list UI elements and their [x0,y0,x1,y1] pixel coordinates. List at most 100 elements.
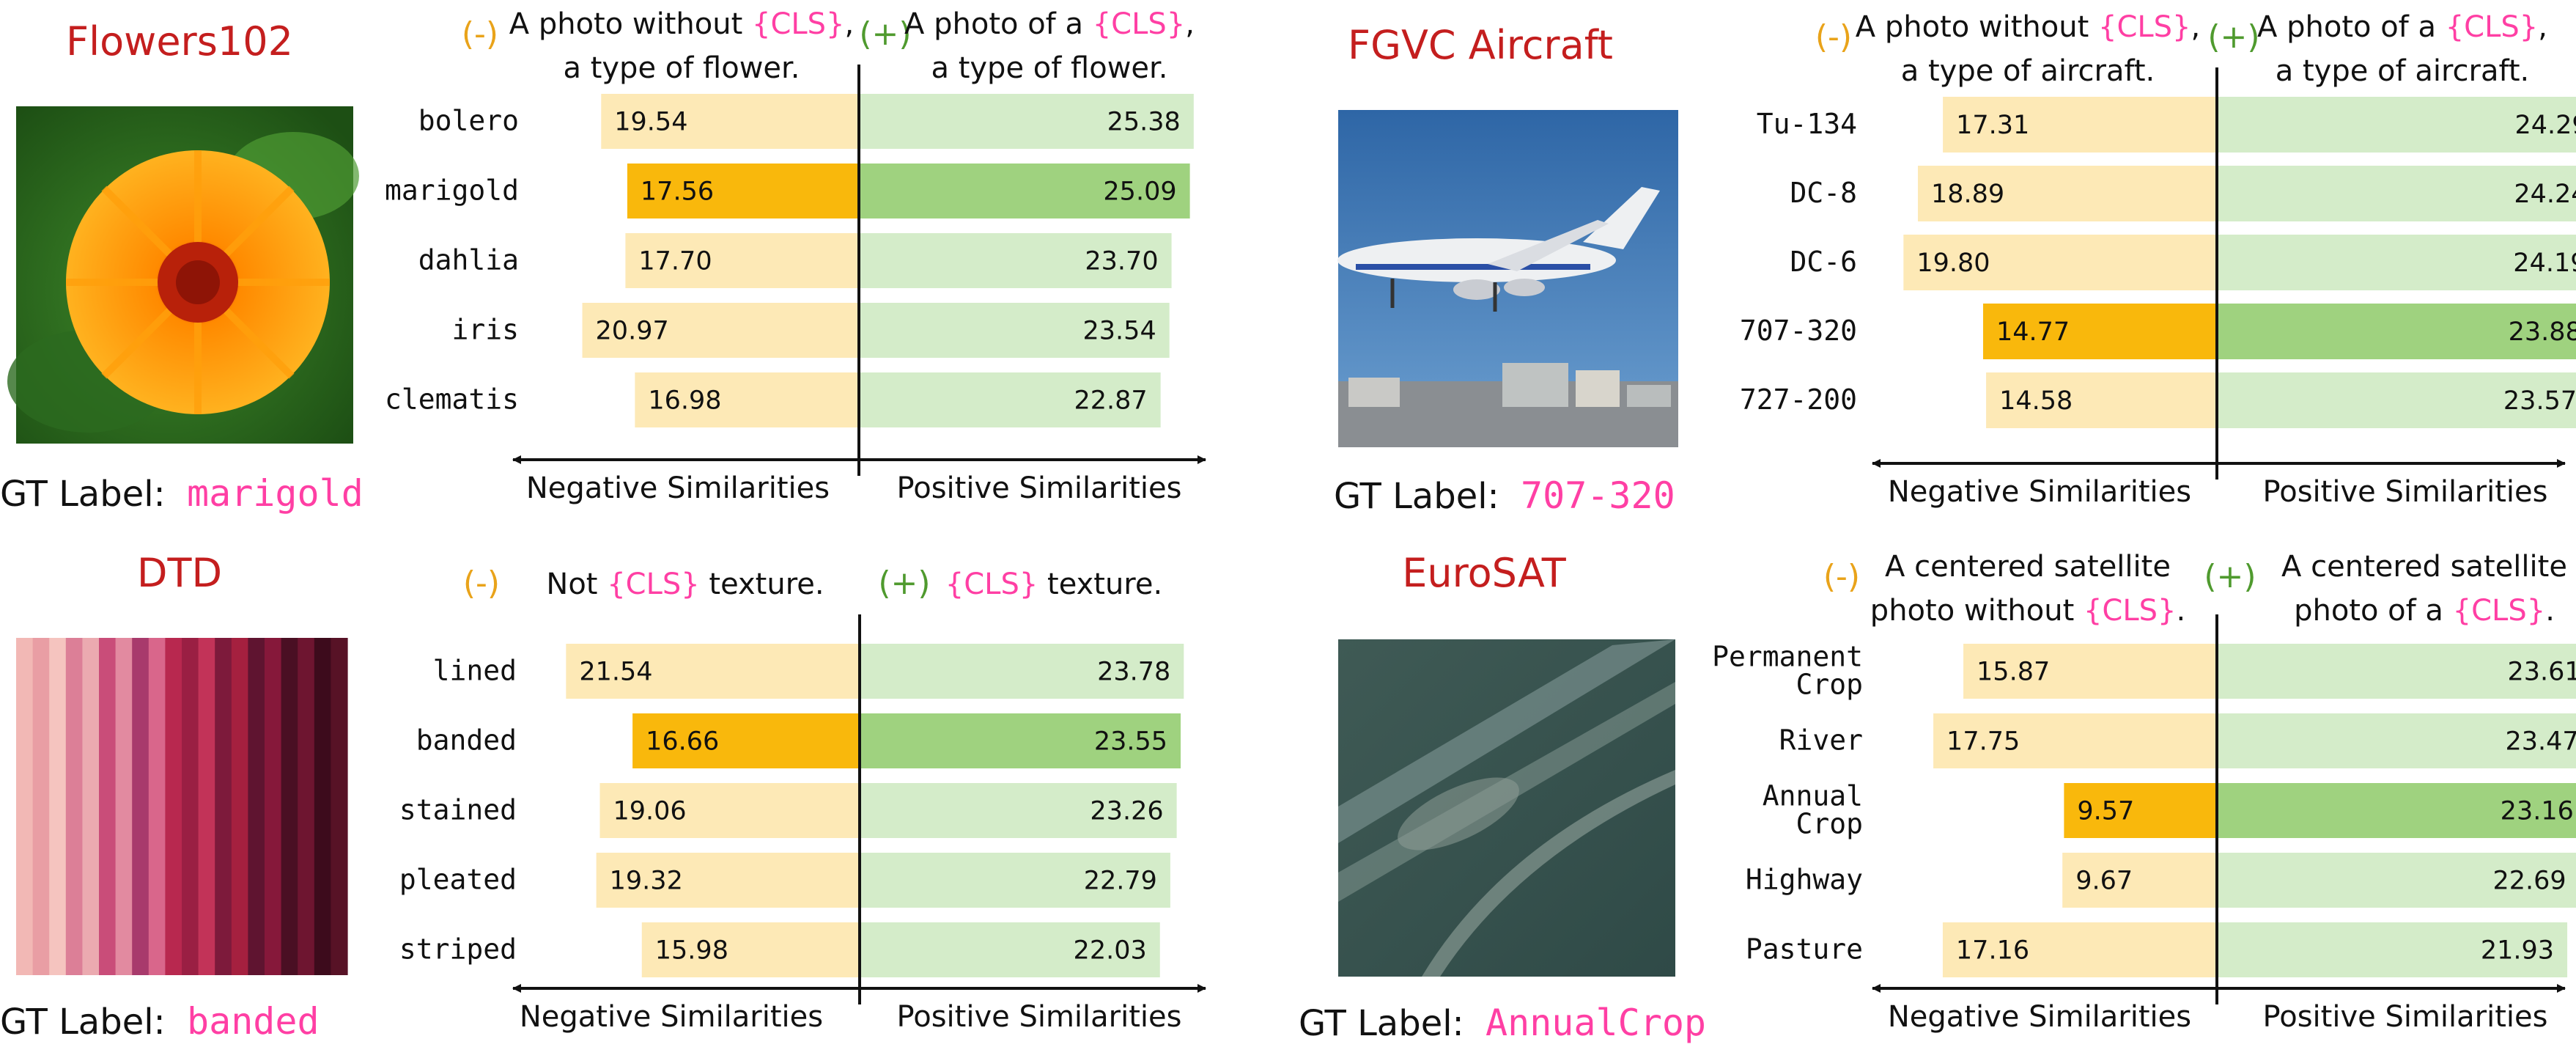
category-label: DC-8 [1790,177,1857,209]
category-label: bolero [418,105,519,137]
negative-bar [582,303,859,358]
positive-value-label: 23.47 [2505,727,2576,757]
prompt-line: A centered satellite [1885,550,2171,584]
positive-bar [2217,97,2576,153]
negative-value-label: 16.66 [646,727,719,757]
category-label-line: DC-6 [1790,246,1857,278]
cls-placeholder: {CLS} [2446,10,2539,44]
positive-sign: (+) [878,565,930,602]
cls-placeholder: {CLS} [607,567,700,601]
prompt-text: A photo without [509,7,752,41]
cls-placeholder: {CLS} [752,7,845,41]
prompt-line: a type of flower. [563,51,800,85]
texture-stripe [16,638,34,975]
prompt-text: photo of a [2294,594,2453,628]
gt-label: GT Label: AnnualCrop [1299,1002,1706,1044]
negative-value-label: 17.75 [1946,727,2020,757]
dataset-title: EuroSAT [1402,550,1566,596]
category-label-line: Crop [1796,808,1863,840]
category-label-line: striped [399,933,517,966]
positive-value-label: 23.26 [1090,797,1163,826]
negative-value-label: 14.58 [1999,386,2073,416]
category-label-line: Annual [1763,780,1863,812]
gt-label-value: AnnualCrop [1486,1002,1706,1044]
category-label-line: lined [433,655,517,687]
negative-value-label: 19.32 [610,867,683,896]
positive-value-label: 23.55 [1094,727,1167,757]
positive-bar [860,644,1184,699]
negative-value-label: 19.80 [1916,249,1990,278]
prompt-line: photo of a {CLS}. [2294,594,2555,628]
prompt-text: A centered satellite [2281,550,2567,584]
category-label-line: pleated [399,864,517,896]
gt-label-value: banded [187,1000,320,1043]
prompt-text: a type of aircraft. [1901,54,2155,88]
category-label-line: Pasture [1746,933,1863,966]
positive-sign: (+) [2207,18,2259,56]
positive-value-label: 23.54 [1083,317,1156,346]
negative-value-label: 17.31 [1956,111,2029,140]
positive-bar [2217,644,2576,699]
negative-bar [635,372,859,427]
category-label: lined [433,655,517,687]
texture-stripe [198,638,215,975]
negative-sign: (-) [1815,18,1852,56]
texture-stripe [231,638,248,975]
negative-bar [1942,922,2217,977]
positive-value-label: 25.38 [1107,108,1181,137]
negative-value-label: 19.54 [614,108,687,137]
positive-bar [2217,922,2568,977]
negative-value-label: 16.98 [648,386,721,416]
prompt-text: . [2176,594,2185,628]
prompt-line: A photo without {CLS}, [509,7,854,41]
negative-bar [625,233,859,288]
negative-bar [1903,235,2217,290]
texture-stripe [148,638,166,975]
category-label: dahlia [418,244,519,276]
negative-value-label: 15.87 [1977,658,2050,687]
negative-bar [601,94,859,149]
negative-axis-label: Negative Similarities [1888,475,2191,509]
gt-label-value: 707-320 [1521,474,1675,517]
positive-value-label: 24.24 [2514,180,2576,209]
category-label-line: River [1779,724,1863,757]
category-label-line: banded [416,724,517,757]
category-label: stained [399,794,517,826]
positive-bar [859,94,1194,149]
positive-value-label: 22.79 [1084,867,1157,896]
category-label: Annual Crop [1763,780,1863,840]
prompt-text: Not [546,567,607,601]
prompt-text: a type of flower. [563,51,800,85]
negative-bar [1917,166,2217,221]
texture-stripe [215,638,232,975]
prompt-line: Not {CLS} texture. [546,567,824,601]
negative-value-label: 17.70 [638,247,712,276]
prompt-text: A centered satellite [1885,550,2171,584]
positive-bar [2217,853,2576,908]
category-label: 707-320 [1740,315,1857,347]
positive-bar [859,164,1190,218]
bar-chart-dtd: (-) (+)Not {CLS} texture. {CLS} texture.21… [399,565,1206,1034]
positive-bar [2217,304,2576,359]
category-label: DC-6 [1790,246,1857,278]
prompt-text: , [1185,7,1195,41]
texture-stripe [265,638,282,975]
prompt-line: photo without {CLS}. [1870,594,2185,628]
panel-flowers102: Flowers102 GT Label: marigold [0,18,363,515]
positive-bar [2217,235,2576,290]
negative-value-label: 19.06 [613,797,686,826]
positive-value-label: 22.87 [1074,386,1147,416]
category-label-line: 707-320 [1740,315,1857,347]
prompt-text: A photo of a [904,7,1093,41]
negative-sign: (-) [1823,558,1860,595]
category-label: banded [416,724,517,757]
positive-bar [2217,166,2576,221]
panel-dtd: DTD GT Label: banded [0,550,348,1043]
texture-stripe [314,638,331,975]
category-label-line: dahlia [418,244,519,276]
texture-stripe [182,638,199,975]
category-label-line: Permanent [1712,641,1863,673]
negative-value-label: 9.57 [2077,797,2134,826]
positive-axis-label: Positive Similarities [897,1000,1182,1034]
prompt-line: a type of aircraft. [2276,54,2529,88]
